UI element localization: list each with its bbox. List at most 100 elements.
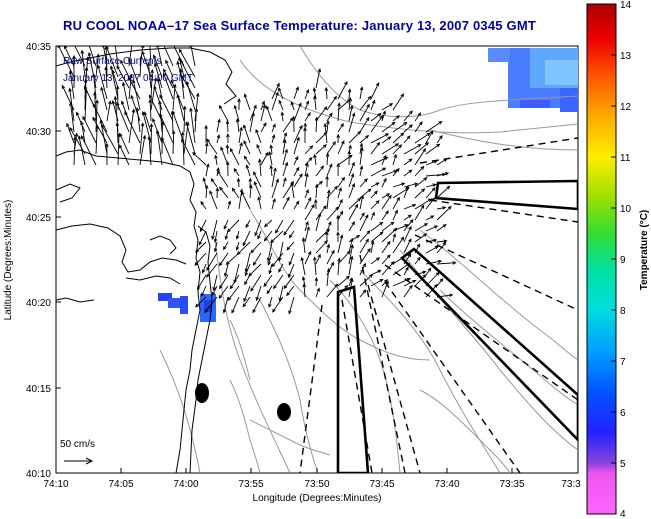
- current-vector-head: [92, 103, 97, 108]
- current-vector-head: [323, 106, 328, 111]
- current-vector-head: [295, 166, 300, 171]
- current-vector-head: [272, 123, 276, 128]
- current-vector: [268, 296, 273, 308]
- current-vector-head: [168, 35, 171, 38]
- current-vector-head: [268, 270, 272, 275]
- current-vector-head: [392, 233, 397, 238]
- current-vector: [200, 201, 207, 210]
- current-vector: [69, 70, 75, 100]
- current-vector-head: [256, 143, 260, 149]
- current-vector: [80, 135, 97, 166]
- current-vector-head: [439, 277, 444, 282]
- current-vector-head: [442, 206, 447, 210]
- current-vector: [326, 113, 333, 122]
- current-vector-head: [288, 310, 292, 315]
- current-vector: [414, 132, 431, 144]
- current-vector: [205, 143, 208, 155]
- current-vector-head: [446, 185, 451, 190]
- current-vector: [381, 261, 395, 276]
- axis-ticks: [55, 45, 513, 473]
- current-vector-head: [217, 170, 221, 175]
- current-vector-head: [218, 104, 223, 109]
- current-vector: [414, 142, 429, 155]
- current-vector-head: [196, 92, 200, 97]
- current-vector: [381, 178, 387, 188]
- current-vector-head: [116, 101, 120, 107]
- current-vector-head: [84, 85, 88, 90]
- current-vector-head: [254, 232, 258, 237]
- current-vector: [95, 100, 98, 133]
- current-vector-head: [239, 126, 243, 131]
- current-vector: [392, 122, 407, 133]
- current-vector-head: [99, 119, 103, 124]
- current-vector-head: [403, 121, 408, 126]
- current-vector: [314, 257, 317, 276]
- current-vector: [348, 89, 351, 100]
- current-vector: [271, 168, 276, 188]
- current-vector-head: [255, 128, 259, 134]
- current-vector: [202, 263, 207, 273]
- current-vector-head: [117, 132, 121, 137]
- current-vector-head: [429, 130, 434, 135]
- current-vector: [403, 285, 413, 298]
- current-vector-head: [218, 294, 223, 299]
- current-vector-head: [344, 284, 349, 289]
- current-vector-head: [132, 31, 135, 34]
- current-vector-head: [192, 152, 197, 156]
- current-vector-head: [222, 309, 227, 314]
- current-vector-head: [406, 262, 411, 267]
- current-vector-head: [430, 215, 435, 219]
- island-2: [277, 403, 291, 421]
- current-vector: [122, 82, 130, 111]
- current-vector: [381, 155, 387, 166]
- current-vector-head: [290, 101, 295, 106]
- current-vector: [348, 98, 351, 111]
- current-vector: [282, 139, 286, 155]
- current-vector-head: [101, 46, 106, 48]
- current-vector: [165, 60, 174, 78]
- current-vector-head: [278, 87, 282, 92]
- current-vector: [204, 296, 218, 313]
- current-vector: [304, 173, 308, 188]
- island-1: [195, 383, 209, 403]
- current-vector-head: [85, 56, 90, 61]
- current-vector-head: [225, 261, 230, 265]
- current-vector: [282, 162, 288, 177]
- sst-patch-northeast: [488, 48, 578, 112]
- current-vector-head: [152, 118, 156, 123]
- current-vector: [212, 285, 218, 296]
- current-vector-head: [443, 158, 448, 162]
- current-vector: [163, 73, 174, 100]
- current-vector-head: [111, 100, 116, 105]
- current-vector-head: [300, 256, 304, 261]
- current-vector-head: [344, 80, 348, 86]
- current-vector-head: [360, 146, 364, 152]
- current-vector: [150, 69, 153, 100]
- current-vector: [266, 106, 273, 122]
- current-vector-head: [357, 130, 362, 135]
- current-vector-head: [252, 261, 257, 266]
- current-vector-head: [220, 146, 224, 151]
- current-vector: [381, 122, 396, 133]
- current-vector: [359, 143, 363, 155]
- current-vector-head: [417, 144, 422, 148]
- current-vector-head: [198, 241, 203, 246]
- current-vector-head: [407, 253, 412, 258]
- current-vector-head: [255, 296, 260, 302]
- current-vector: [286, 241, 295, 251]
- current-vector-head: [313, 256, 317, 261]
- current-vector: [216, 119, 220, 133]
- current-vector-head: [295, 86, 299, 91]
- current-vector-head: [148, 46, 151, 47]
- current-vector-head: [204, 309, 208, 314]
- current-vector: [76, 112, 86, 133]
- current-vector-head: [93, 91, 97, 96]
- current-vector: [223, 296, 229, 313]
- legend-line-2: January 13, 2007 04:00 GMT: [63, 73, 193, 84]
- x-tick-4: 73:55: [238, 479, 263, 490]
- current-vector: [273, 274, 284, 289]
- current-vector-head: [252, 309, 256, 314]
- current-vector-head: [211, 235, 215, 241]
- current-vector: [304, 221, 309, 232]
- current-vector: [100, 87, 108, 111]
